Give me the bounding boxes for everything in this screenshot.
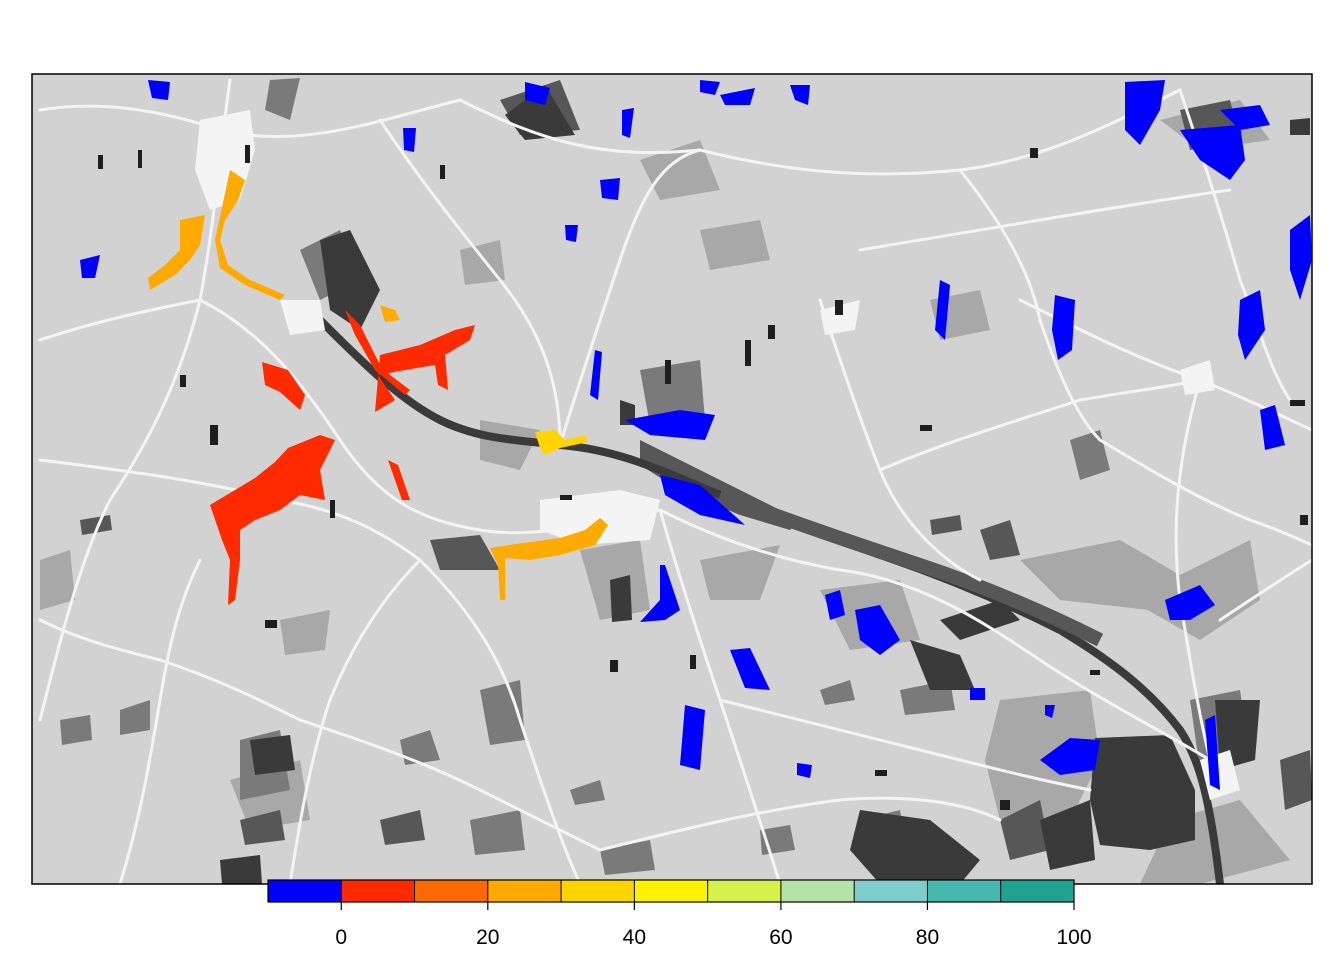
river-corridor-dark <box>717 488 1104 647</box>
map-area <box>32 74 1312 884</box>
legend-bin-4 <box>561 880 635 902</box>
legend-bin-2 <box>414 880 488 902</box>
water-bodies <box>80 80 1312 790</box>
high-value-region <box>535 430 588 455</box>
mid-value-region <box>148 170 608 600</box>
legend-bin-8 <box>854 880 928 902</box>
dark-specks <box>98 145 1308 810</box>
legend-frame <box>267 879 1075 903</box>
legend-colorbar: 0 20 40 60 80 100 <box>267 879 1092 949</box>
low-value-region <box>210 310 475 605</box>
legend-bin-1 <box>341 880 415 902</box>
legend-bin-3 <box>487 880 562 902</box>
legend-tick-label: 60 <box>769 926 792 949</box>
legend-bin-10 <box>1000 880 1074 902</box>
legend-tick-label: 0 <box>335 926 347 949</box>
legend-tick-label: 80 <box>916 926 939 949</box>
road-network <box>38 78 1312 884</box>
legend-bin-9 <box>927 880 1001 902</box>
legend-tick-label: 20 <box>476 926 499 949</box>
legend-bin-6 <box>707 880 781 902</box>
legend-tick-label: 100 <box>1056 926 1091 949</box>
legend-bin-7 <box>780 880 855 902</box>
legend-ticks: 0 20 40 60 80 100 <box>335 902 1092 949</box>
legend-bins <box>268 880 1074 902</box>
legend-tick-label: 40 <box>623 926 646 949</box>
legend-bin-5 <box>634 880 708 902</box>
legend-bin-0 <box>268 880 342 902</box>
